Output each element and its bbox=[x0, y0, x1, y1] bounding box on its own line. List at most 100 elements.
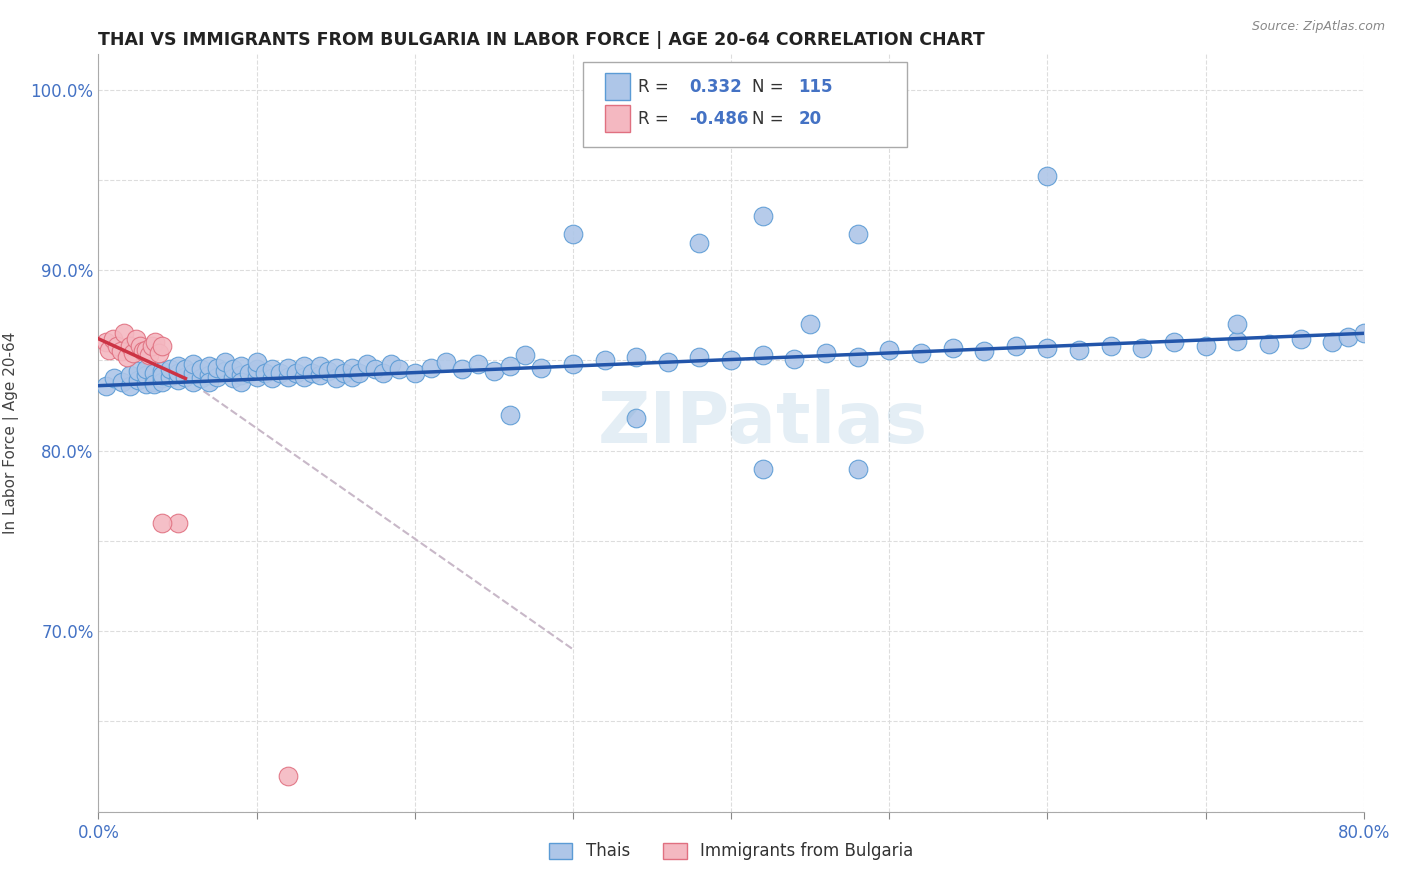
Point bbox=[142, 366, 165, 380]
Point bbox=[141, 339, 163, 353]
Point bbox=[205, 360, 228, 375]
Point bbox=[101, 332, 124, 346]
Point bbox=[340, 369, 363, 384]
Point bbox=[190, 371, 212, 385]
Text: R =: R = bbox=[638, 110, 675, 128]
Point bbox=[325, 360, 347, 375]
Text: N =: N = bbox=[752, 110, 789, 128]
Text: -0.486: -0.486 bbox=[689, 110, 748, 128]
Point bbox=[120, 378, 141, 392]
Point bbox=[309, 359, 332, 373]
Point bbox=[380, 357, 402, 371]
Point bbox=[150, 368, 173, 382]
Point bbox=[103, 371, 125, 385]
Point bbox=[316, 364, 339, 378]
Point bbox=[720, 353, 742, 368]
Point bbox=[98, 343, 121, 357]
Point bbox=[214, 355, 236, 369]
Point bbox=[1004, 339, 1026, 353]
Point bbox=[214, 364, 236, 378]
Point bbox=[138, 348, 160, 362]
Point bbox=[846, 227, 869, 241]
Point bbox=[301, 366, 323, 380]
Point bbox=[877, 343, 900, 357]
Point bbox=[1036, 341, 1059, 355]
Point bbox=[142, 376, 165, 391]
Point bbox=[530, 360, 553, 375]
Point bbox=[150, 516, 173, 530]
Point bbox=[942, 341, 965, 355]
Point bbox=[190, 362, 212, 376]
Point bbox=[120, 368, 141, 382]
Point bbox=[262, 362, 284, 376]
Point bbox=[229, 359, 252, 373]
Point bbox=[159, 369, 181, 384]
Point bbox=[292, 369, 315, 384]
Point bbox=[309, 368, 332, 382]
Point bbox=[166, 373, 188, 387]
Point bbox=[515, 348, 537, 362]
Point bbox=[799, 318, 821, 332]
Point bbox=[482, 364, 505, 378]
Point bbox=[246, 362, 269, 376]
Point bbox=[145, 335, 166, 350]
Point bbox=[277, 360, 299, 375]
Point bbox=[112, 326, 135, 341]
Point bbox=[364, 362, 387, 376]
Point bbox=[783, 351, 806, 366]
Point bbox=[1257, 337, 1279, 351]
Point bbox=[125, 332, 148, 346]
Text: R =: R = bbox=[638, 78, 675, 95]
Point bbox=[973, 344, 995, 359]
Point bbox=[166, 366, 188, 380]
Point bbox=[174, 362, 197, 376]
Point bbox=[688, 236, 710, 251]
Point bbox=[229, 375, 252, 389]
Point bbox=[132, 344, 155, 359]
Point bbox=[292, 359, 315, 373]
Point bbox=[111, 375, 134, 389]
Point bbox=[498, 359, 520, 373]
Point bbox=[166, 359, 188, 373]
Point bbox=[814, 346, 837, 360]
Point bbox=[269, 366, 291, 380]
Point bbox=[198, 368, 221, 382]
Point bbox=[135, 362, 157, 376]
Point bbox=[388, 362, 411, 376]
Point bbox=[846, 350, 869, 364]
Y-axis label: In Labor Force | Age 20-64: In Labor Force | Age 20-64 bbox=[3, 332, 20, 533]
Point bbox=[349, 366, 371, 380]
Point bbox=[148, 346, 170, 360]
Point bbox=[498, 408, 520, 422]
Point bbox=[122, 346, 145, 360]
Point bbox=[1226, 318, 1249, 332]
Point bbox=[262, 371, 284, 385]
Point bbox=[340, 360, 363, 375]
Point bbox=[135, 368, 157, 382]
Point bbox=[96, 335, 118, 350]
Point bbox=[624, 350, 647, 364]
Point bbox=[561, 357, 585, 371]
Point bbox=[451, 362, 474, 376]
Point bbox=[183, 366, 205, 380]
Text: 115: 115 bbox=[799, 78, 834, 95]
Point bbox=[107, 339, 129, 353]
Point bbox=[198, 375, 221, 389]
Point bbox=[128, 339, 150, 353]
Point bbox=[205, 369, 228, 384]
Point bbox=[142, 375, 165, 389]
Point bbox=[110, 344, 132, 359]
Point bbox=[135, 343, 157, 357]
Point bbox=[846, 461, 869, 475]
Point bbox=[356, 357, 378, 371]
Point bbox=[1036, 169, 1059, 184]
Point bbox=[174, 369, 197, 384]
Point bbox=[1067, 343, 1090, 357]
Point bbox=[561, 227, 585, 241]
Point bbox=[436, 355, 458, 369]
Point bbox=[1226, 334, 1249, 348]
Point bbox=[593, 353, 616, 368]
Point bbox=[1337, 330, 1360, 344]
Point bbox=[325, 371, 347, 385]
Point bbox=[198, 359, 221, 373]
